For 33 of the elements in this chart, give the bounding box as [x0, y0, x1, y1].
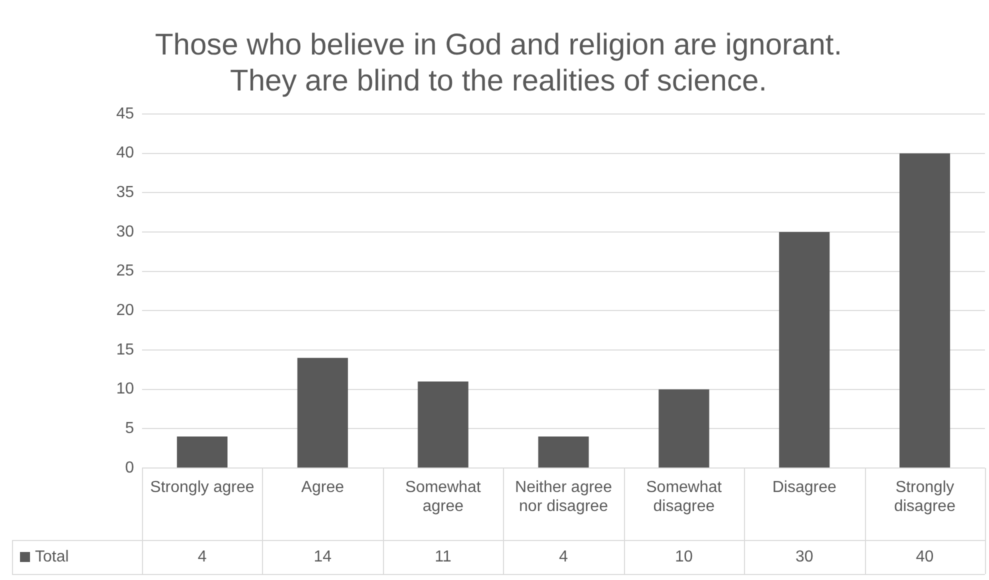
y-tick-label: 30 [116, 223, 134, 240]
bar [418, 381, 468, 468]
x-tick-label: Strongly agree [150, 479, 254, 496]
y-tick-label: 40 [116, 144, 134, 162]
chart-title: Those who believe in God and religion are ignorant. They are blind to the realities of science. [154, 28, 842, 98]
data-label: 11 [434, 548, 452, 566]
legend-label: Total [35, 548, 69, 566]
x-tick-label: Neither agree nor disagree [515, 479, 612, 516]
bar [658, 389, 710, 468]
y-tick-label: 15 [116, 341, 134, 358]
x-tick-label: Somewhat agree [405, 479, 482, 516]
x-tick-label: Agree [301, 479, 344, 496]
data-label: 4 [198, 548, 207, 566]
y-tick-label: 35 [116, 184, 134, 202]
x-tick-label: Disagree [772, 479, 836, 496]
x-tick-label: Somewhat disagree [646, 479, 722, 516]
y-tick-label: 10 [116, 380, 134, 398]
data-label: 40 [916, 548, 934, 566]
bar [899, 153, 950, 468]
data-label: 4 [559, 548, 568, 566]
data-label: 30 [795, 548, 814, 566]
bar [176, 436, 228, 468]
bar [297, 358, 348, 468]
y-tick-label: 20 [116, 302, 134, 320]
data-label: 14 [314, 548, 332, 566]
y-tick-label: 5 [125, 420, 134, 438]
y-tick-label: 45 [116, 105, 134, 122]
y-tick-label: 25 [116, 262, 134, 280]
bar [538, 436, 589, 468]
bar [779, 232, 830, 468]
x-tick-label: Strongly disagree [894, 479, 956, 516]
data-label: 10 [675, 548, 693, 566]
y-tick-label: 0 [125, 459, 134, 476]
